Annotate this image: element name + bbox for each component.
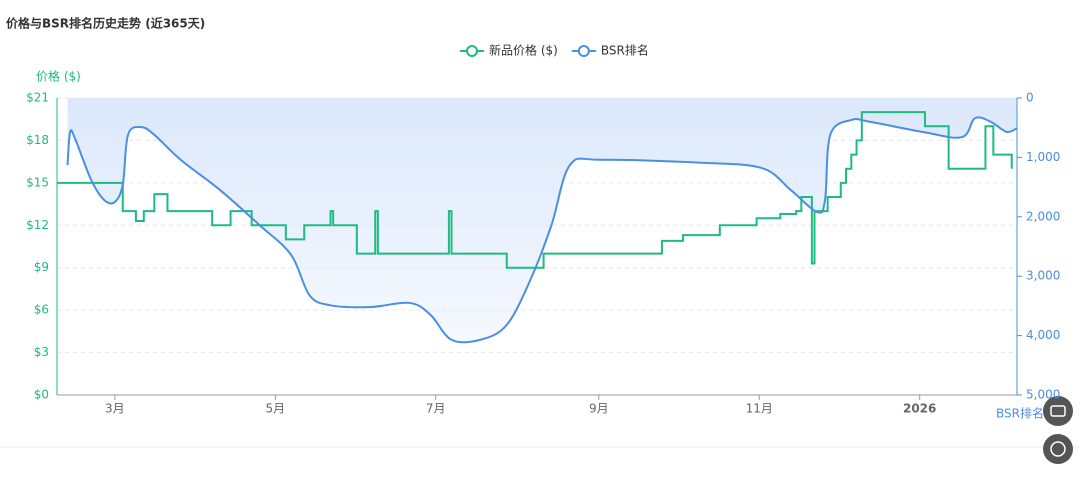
help-button[interactable] xyxy=(1043,434,1073,464)
x-tick-label: 9月 xyxy=(589,402,609,416)
x-tick-label: 2026 xyxy=(903,402,936,416)
area xyxy=(67,98,1017,343)
x-tick-label: 5月 xyxy=(265,402,285,416)
y2-tick-label: 0 xyxy=(1026,91,1034,105)
line xyxy=(57,111,1013,269)
x-tick-label: 7月 xyxy=(426,402,446,416)
y-tick-label: $0 xyxy=(34,388,49,402)
y-tick-label: $12 xyxy=(26,218,49,232)
y-axis-label: 价格 ($) xyxy=(36,69,81,84)
line xyxy=(66,116,1018,344)
y2-tick-label: 2,000 xyxy=(1026,209,1060,223)
legend-label: 新品价格 ($) xyxy=(489,43,558,58)
legend-swatch xyxy=(577,45,590,57)
legend-swatch xyxy=(466,45,478,57)
y2-tick-label: 4,000 xyxy=(1026,328,1060,342)
y2-axis-label: BSR排名 xyxy=(996,406,1044,421)
y-tick-label: $3 xyxy=(34,345,49,359)
y-tick-label: $15 xyxy=(26,175,49,189)
y-tick-label: $9 xyxy=(34,260,49,274)
y2-tick-label: 1,000 xyxy=(1026,150,1060,164)
y-tick-label: $18 xyxy=(26,133,49,147)
y2-tick-label: 5,000 xyxy=(1026,388,1060,402)
x-tick-label: 11月 xyxy=(746,402,773,416)
y-tick-label: $21 xyxy=(26,91,49,105)
chart-title: 价格与BSR排名历史走势 (近365天) xyxy=(6,16,205,31)
series-layer xyxy=(67,98,1017,343)
tool-button[interactable] xyxy=(1043,396,1073,426)
legend-label: BSR排名 xyxy=(601,43,649,58)
y2-tick-label: 3,000 xyxy=(1026,269,1060,283)
x-tick-label: 3月 xyxy=(105,402,125,416)
y-tick-label: $6 xyxy=(34,303,49,317)
